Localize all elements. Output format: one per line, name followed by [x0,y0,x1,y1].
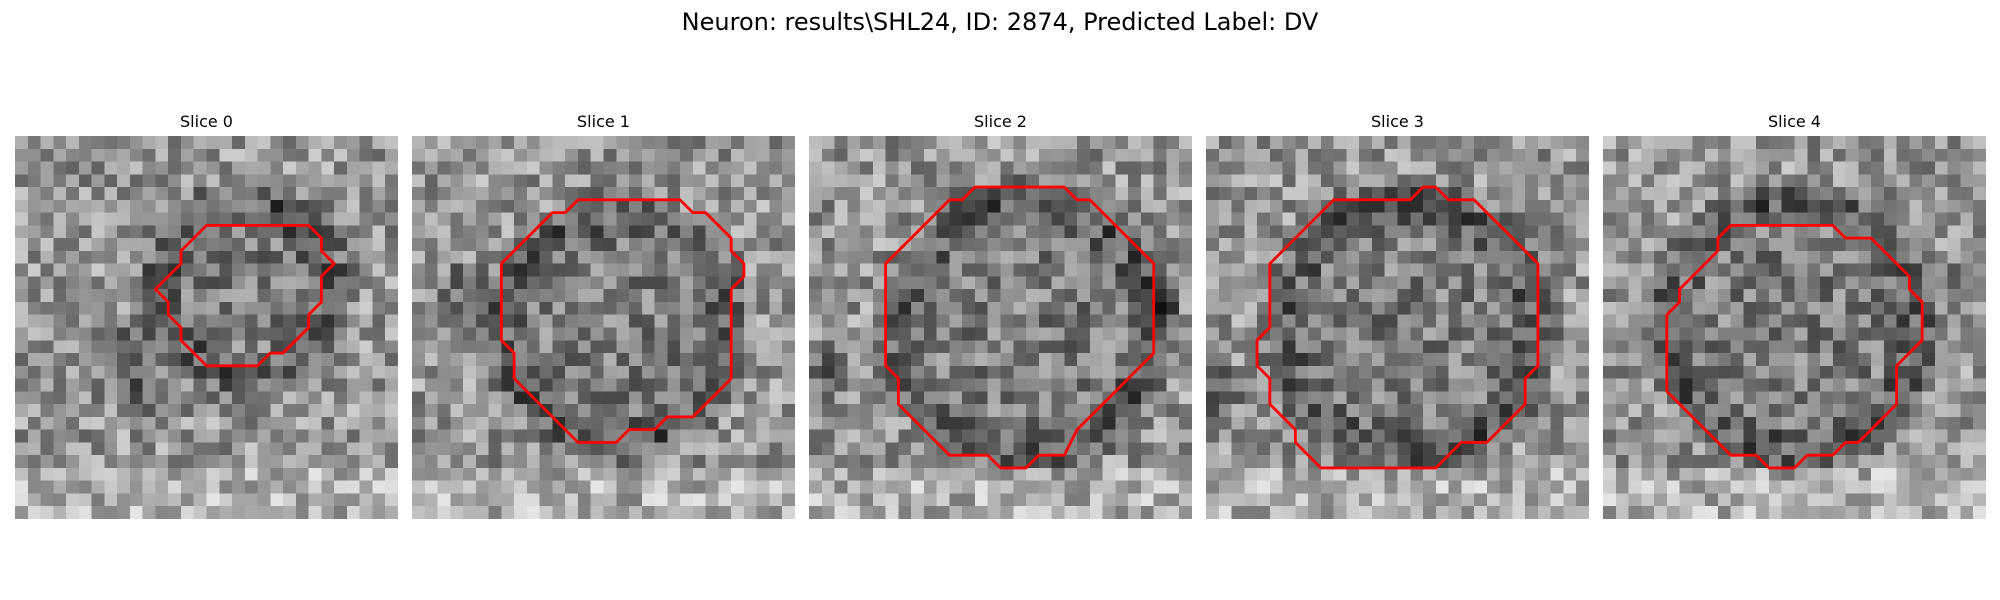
slice-image [412,136,795,519]
slice-image [809,136,1192,519]
slice-title: Slice 3 [1371,112,1424,131]
roi-contour [499,198,746,444]
roi-contour [154,223,336,368]
figure-title: Neuron: results\SHL24, ID: 2874, Predict… [681,8,1319,36]
slice-title: Slice 4 [1768,112,1821,131]
roi-contour [1665,223,1924,470]
slice-title: Slice 0 [180,112,233,131]
slice-image [1603,136,1986,519]
slice-image [1206,136,1589,519]
slice-title: Slice 2 [974,112,1027,131]
slice-image [15,136,398,519]
roi-contour [884,185,1156,470]
roi-contour [1255,185,1540,470]
slice-title: Slice 1 [577,112,630,131]
